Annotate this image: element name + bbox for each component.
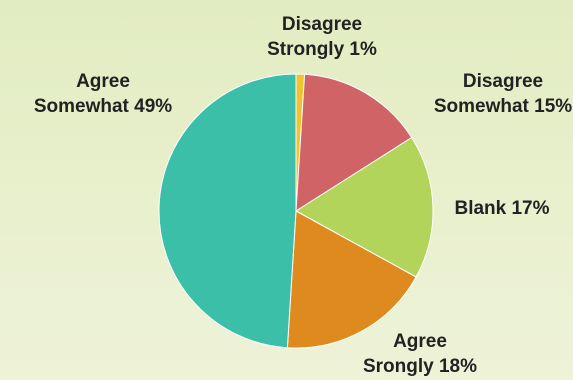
slice-label-line: Blank 17%	[454, 198, 549, 219]
slice-label-line: Disagree	[463, 71, 543, 92]
slice-label-line: Somewhat 15%	[434, 96, 572, 117]
slice-label-line: Srongly 18%	[363, 356, 477, 377]
slice-label-4: Agree Somewhat 49%	[34, 71, 172, 117]
pie-slices	[158, 73, 434, 349]
pie-slice-1	[295, 73, 413, 212]
slice-label-line: Agree	[76, 71, 130, 92]
pie-slice-4	[158, 73, 297, 349]
slice-label-line: Disagree	[282, 14, 362, 35]
slice-label-2: Blank 17%	[454, 198, 549, 219]
slice-label-3: Agree Srongly 18%	[363, 331, 477, 377]
slice-label-line: Strongly 1%	[267, 39, 377, 60]
pie-slice-3	[286, 210, 417, 349]
slice-label-0: Disagree Strongly 1%	[267, 14, 377, 60]
slice-label-line: Somewhat 49%	[34, 96, 172, 117]
slice-label-line: Agree	[393, 331, 447, 352]
pie-slice-2	[295, 136, 434, 278]
pie-labels: Disagree Strongly 1% Disagree Somewhat 15% B…	[34, 14, 572, 377]
slice-label-1: Disagree Somewhat 15%	[434, 71, 572, 117]
